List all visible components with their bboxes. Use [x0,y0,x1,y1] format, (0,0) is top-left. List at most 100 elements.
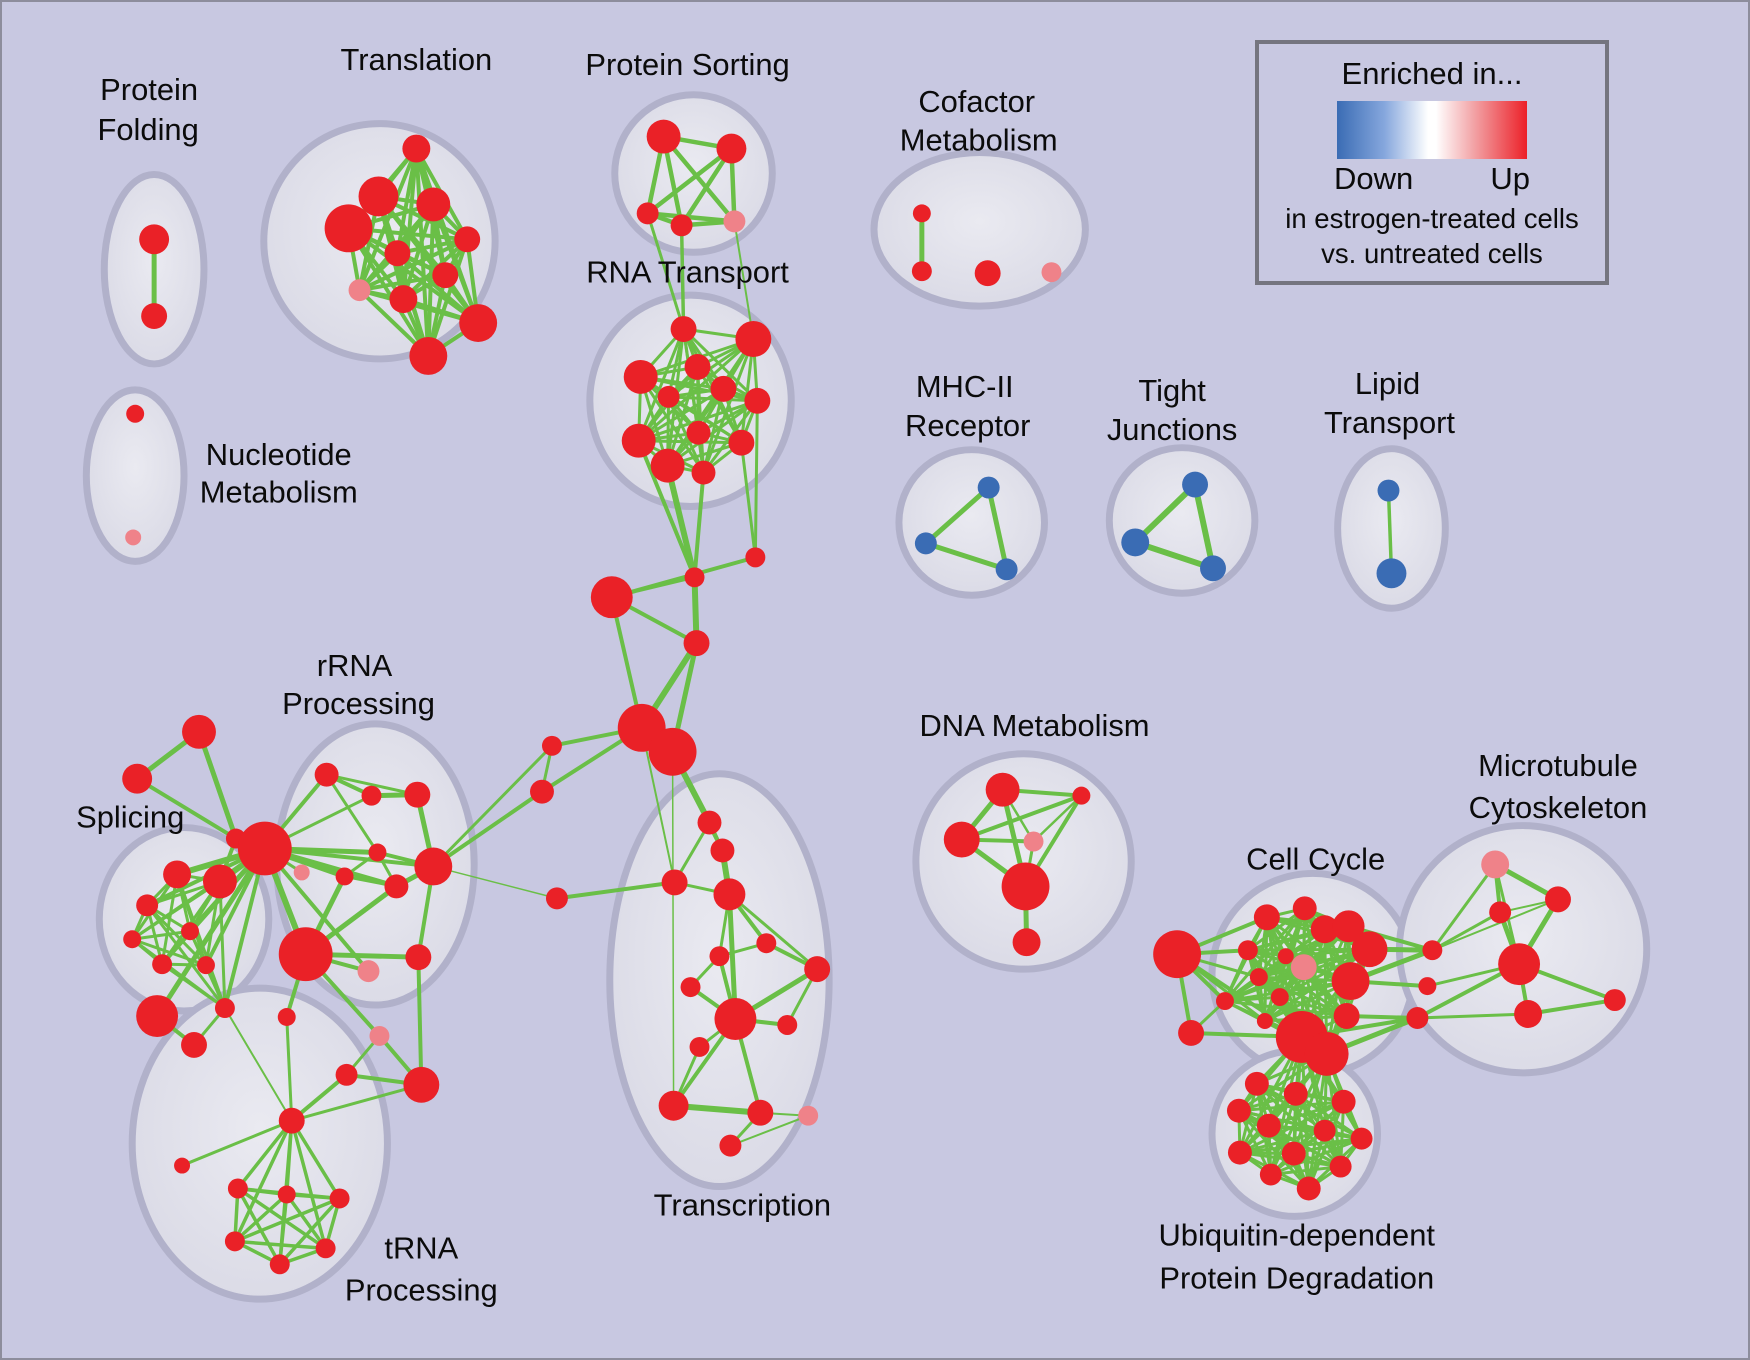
edge [432,865,558,900]
node-sp1 [163,860,192,889]
node-pf1 [139,224,170,255]
cluster-label-19: Cell Cycle [1246,842,1385,877]
node-l1 [1377,479,1400,502]
node-tr4 [277,1185,296,1204]
node-u6 [1313,1119,1336,1142]
edge [1269,1165,1343,1177]
node-u7 [1350,1127,1373,1150]
node-cc1 [1253,904,1280,931]
node-n1 [126,404,145,423]
cluster-label-12: Transport [1324,405,1455,440]
node-tj1 [1182,471,1209,498]
node-rt10 [728,429,755,456]
edge [986,485,1010,572]
node-pf2 [141,303,168,330]
edge [416,955,424,1087]
node-cm3 [974,260,1001,287]
edge [661,134,737,224]
node-tc9 [680,977,701,998]
node-sp6 [152,954,173,975]
edge [664,462,698,581]
edge [1431,898,1559,952]
node-r6 [384,874,409,899]
node-r4 [368,843,387,862]
node-d4 [1023,831,1044,852]
cluster-label-21: Cytoskeleton [1469,790,1648,825]
node-t1 [402,134,431,163]
edge [640,726,676,884]
node-t4 [324,204,373,253]
node-u9 [1281,1141,1306,1166]
legend-subtitle-line2: vs. untreated cells [1321,238,1543,269]
node-t3 [416,187,451,222]
cluster-label-17: Splicing [76,800,184,835]
node-cc2 [1292,896,1317,921]
node-r7 [414,847,453,886]
cluster-label-5: Metabolism [900,123,1058,158]
node-cc7 [1277,948,1294,965]
edge [175,872,227,1010]
node-cc3 [1310,915,1339,944]
node-rt2 [735,321,772,357]
edge [1237,1100,1346,1113]
node-tc15 [798,1105,819,1126]
node-sp4 [123,930,142,949]
node-cc9 [1331,962,1370,1001]
node-r3 [404,781,431,808]
node-tj2 [1121,528,1150,557]
node-r1 [314,762,339,787]
cluster-label-6: RNA Transport [586,254,789,289]
edge [135,776,238,841]
node-u1 [1244,1071,1269,1096]
node-u8 [1227,1140,1252,1165]
edge [325,773,379,854]
cluster-nucleotide-metabolism [82,386,188,565]
node-t9 [389,285,418,314]
cluster-label-16: Processing [282,686,435,721]
node-mt6 [1603,989,1626,1012]
node-cc17 [1178,1019,1205,1046]
cluster-trna-processing [128,984,391,1303]
node-s1 [182,714,216,749]
cluster-label-1: Folding [97,112,198,147]
node-rt6 [657,385,680,408]
edge [1223,995,1282,1003]
node-tc14 [747,1099,774,1126]
edge [290,1083,423,1123]
edge [289,1118,342,1201]
node-tc16 [719,1134,742,1157]
node-sp8 [136,995,179,1037]
node-tr6 [224,1231,245,1252]
edge [671,751,675,1107]
edge [733,220,755,341]
edge [278,1196,342,1267]
node-tr8 [269,1254,290,1275]
edge [431,202,481,326]
node-r8 [278,927,333,982]
cluster-label-25: Ubiquitin-dependent [1158,1218,1435,1253]
node-t5 [454,226,481,253]
node-cm2 [911,261,932,282]
node-cc4 [1332,910,1365,943]
edge [1192,481,1216,572]
edge [357,273,448,293]
cluster-label-10: Junctions [1107,412,1238,447]
edge [233,1196,342,1244]
node-ch4 [683,630,710,657]
edge [667,395,759,403]
cluster-label-22: Transcription [654,1188,831,1223]
node-d2 [1072,786,1091,805]
node-t10 [459,304,498,342]
edge [1526,998,1617,1017]
node-sp7 [197,956,215,975]
edge [289,1118,328,1251]
node-tr3 [227,1178,248,1199]
edge [325,773,419,797]
node-d3 [943,821,980,858]
node-cc8 [1290,954,1317,981]
cluster-label-18: DNA Metabolism [920,708,1150,743]
node-rt11 [650,448,685,483]
node-cc14 [1333,1003,1360,1029]
edge [222,846,267,1011]
